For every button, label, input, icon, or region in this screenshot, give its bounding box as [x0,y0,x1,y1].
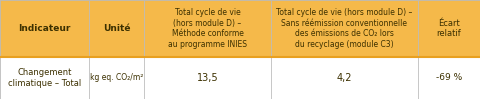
Text: Indicateur: Indicateur [18,24,71,33]
Bar [418,57,480,99]
Bar [271,57,418,99]
Bar [144,0,271,57]
Text: 4,2: 4,2 [336,73,352,83]
Text: Changement
climatique – Total: Changement climatique – Total [8,68,81,88]
Text: 13,5: 13,5 [197,73,218,83]
Text: Total cycle de vie (hors module D) –
Sans réémission conventionnelle
des émissio: Total cycle de vie (hors module D) – San… [276,8,413,49]
Bar [144,57,271,99]
Bar [0,57,89,99]
Text: Unité: Unité [103,24,130,33]
Bar [271,0,418,57]
Bar [418,0,480,57]
Bar [89,0,144,57]
Text: Écart
relatif: Écart relatif [436,19,461,38]
Text: Total cycle de vie
(hors module D) –
Méthode conforme
au programme INIES: Total cycle de vie (hors module D) – Mét… [168,8,247,49]
Bar [0,0,89,57]
Bar [89,57,144,99]
Text: kg eq. CO₂/m²: kg eq. CO₂/m² [90,73,143,82]
Text: -69 %: -69 % [436,73,462,82]
